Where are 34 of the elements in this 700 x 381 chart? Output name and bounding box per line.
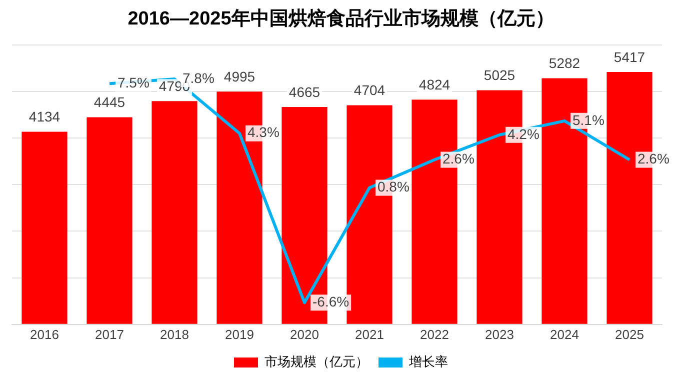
x-tick-label: 2020 (290, 326, 319, 342)
data-label: 4995 (224, 68, 256, 84)
data-label: 4665 (288, 84, 320, 100)
data-label: 5417 (614, 48, 646, 65)
data-label: 4824 (418, 76, 450, 92)
x-tick-label: 2021 (355, 326, 384, 342)
data-label: 7.5% (118, 74, 150, 90)
x-tick-label: 2022 (420, 326, 449, 342)
data-label: 4445 (94, 94, 126, 110)
x-tick-label: 2019 (225, 326, 254, 342)
legend-label: 市场规模（亿元） (264, 354, 368, 370)
data-label: 5.1% (572, 112, 604, 128)
bar (22, 132, 68, 324)
data-label: 4134 (28, 108, 60, 125)
data-label: 5282 (548, 55, 580, 72)
legend-label: 增长率 (408, 354, 448, 370)
bar (86, 117, 132, 324)
bar (152, 101, 198, 324)
chart-title: 2016—2025年中国烘焙食品行业市场规模（亿元） (128, 8, 554, 30)
x-tick-label: 2018 (160, 326, 189, 342)
data-label: 4704 (354, 82, 386, 98)
x-tick-label: 2023 (485, 326, 514, 342)
x-tick-label: 2025 (615, 326, 644, 342)
data-label: 2.6% (638, 150, 670, 167)
data-label: 0.8% (378, 178, 410, 195)
data-label: 5025 (484, 67, 516, 84)
x-tick-label: 2016 (30, 326, 59, 342)
x-tick-label: 2024 (550, 326, 579, 342)
data-label: 4.3% (248, 124, 280, 140)
data-label: 7.8% (182, 70, 214, 86)
x-tick-label: 2017 (95, 326, 124, 342)
data-label: -6.6% (312, 294, 350, 310)
data-label: 4.2% (508, 126, 540, 142)
data-label: 2.6% (442, 150, 474, 167)
